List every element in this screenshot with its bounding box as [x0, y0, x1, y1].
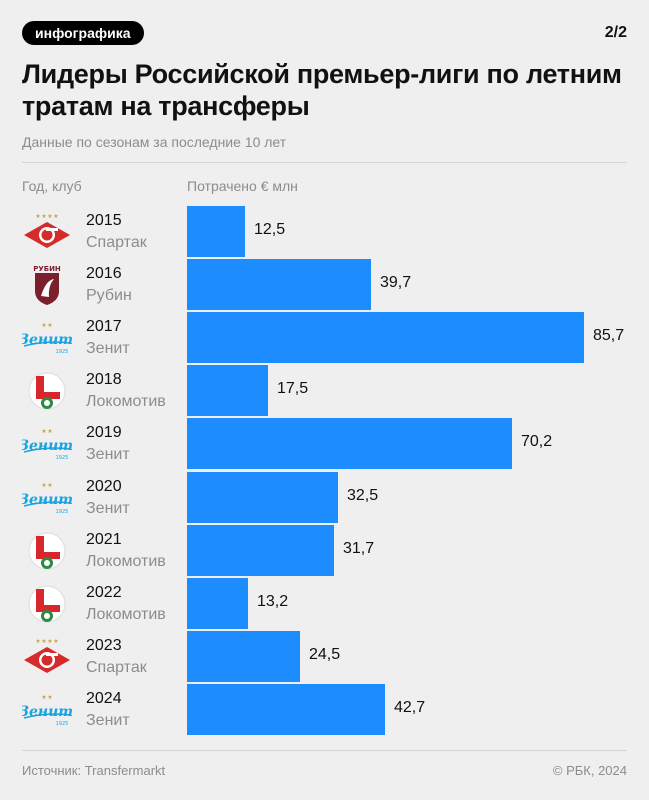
category-club-label: Локомотив — [86, 393, 166, 411]
svg-text:★: ★ — [41, 428, 46, 435]
chart-row: 2018 Локомотив 17,5 — [0, 364, 649, 417]
chart-row: 2021 Локомотив 31,7 — [0, 524, 649, 577]
bar-value-label: 42,7 — [394, 698, 426, 716]
spending-bar — [187, 630, 300, 682]
category-club-label: Спартак — [86, 234, 147, 251]
spending-bar — [187, 418, 512, 470]
category-club-label: Спартак — [86, 658, 147, 676]
category-year-label: 2017 — [86, 318, 122, 336]
svg-text:★: ★ — [47, 428, 52, 435]
lokomotiv-logo — [22, 583, 72, 625]
source-note: Источник: Transfermarkt — [22, 763, 166, 778]
category-year-label: 2020 — [86, 477, 122, 495]
bar-value-label: 13,2 — [257, 592, 289, 610]
category-year-label: 2015 — [86, 212, 122, 229]
spending-bar — [187, 312, 584, 364]
spending-bar — [187, 365, 268, 417]
svg-text:★: ★ — [41, 213, 46, 220]
svg-text:★: ★ — [41, 322, 46, 329]
spartak-logo: ★ ★ ★ ★ — [22, 211, 72, 253]
zenit-logo: ★ ★ Зенит 1925 — [22, 477, 72, 519]
svg-text:РУБИН: РУБИН — [33, 265, 61, 273]
zenit-logo: ★ ★ Зенит 1925 — [22, 317, 72, 359]
category-club-label: Локомотив — [86, 552, 166, 570]
svg-text:Зенит: Зенит — [22, 704, 72, 720]
chart-subtitle: Данные по сезонам за последние 10 лет — [22, 134, 287, 150]
svg-text:1925: 1925 — [56, 455, 69, 461]
svg-text:1925: 1925 — [56, 721, 69, 727]
category-year-label: 2016 — [86, 265, 122, 283]
category-club-label: Рубин — [86, 287, 132, 305]
svg-text:★: ★ — [47, 638, 52, 645]
svg-text:★: ★ — [47, 694, 52, 701]
category-club-label: Зенит — [86, 711, 130, 729]
svg-text:★: ★ — [47, 213, 52, 220]
chart-row: 2022 Локомотив 13,2 — [0, 577, 649, 630]
lokomotiv-logo — [22, 530, 72, 572]
svg-text:★: ★ — [41, 694, 46, 701]
spending-bar — [187, 259, 371, 311]
rubin-logo: РУБИН — [22, 264, 72, 306]
svg-text:★: ★ — [47, 482, 52, 489]
svg-text:★: ★ — [35, 213, 40, 220]
svg-text:★: ★ — [41, 482, 46, 489]
chart-title: Лидеры Российской премьер-лиги по летним… — [22, 59, 622, 121]
bottom-divider — [22, 750, 627, 751]
page-indicator: 2/2 — [604, 24, 627, 41]
spartak-logo: ★ ★ ★ ★ — [22, 636, 72, 678]
svg-text:★: ★ — [53, 638, 58, 645]
spending-bar — [187, 683, 385, 735]
chart-row: ★ ★ ★ ★ 2015 Спартак 12,5 — [0, 205, 649, 258]
chart-row: ★ ★ Зенит 1925 2019 Зенит 70,2 — [0, 417, 649, 470]
bar-value-label: 24,5 — [309, 645, 341, 663]
bar-value-label: 31,7 — [343, 539, 375, 557]
bar-value-label: 32,5 — [347, 486, 379, 504]
svg-text:1925: 1925 — [56, 349, 69, 355]
category-year-label: 2018 — [86, 371, 122, 389]
spending-bar — [187, 524, 334, 576]
chart-row: ★ ★ Зенит 1925 2017 Зенит 85,7 — [0, 311, 649, 364]
bar-value-label: 17,5 — [277, 380, 309, 398]
spending-bar — [187, 577, 248, 629]
category-year-label: 2024 — [86, 689, 122, 707]
bar-value-label: 70,2 — [521, 433, 553, 451]
category-club-label: Зенит — [86, 340, 130, 358]
chart-row: РУБИН 2016 Рубин 39,7 — [0, 258, 649, 311]
svg-text:★: ★ — [35, 638, 40, 645]
svg-text:Зенит: Зенит — [22, 332, 72, 348]
category-year-label: 2023 — [86, 636, 122, 654]
svg-text:★: ★ — [53, 213, 58, 220]
column-header-spent: Потрачено € млн — [187, 178, 298, 194]
svg-text:Зенит: Зенит — [22, 492, 72, 508]
category-year-label: 2019 — [86, 424, 122, 442]
spending-bar — [187, 471, 338, 523]
category-year-label: 2022 — [86, 583, 122, 601]
category-club-label: Зенит — [86, 446, 130, 464]
spending-bar — [187, 206, 245, 257]
category-year-label: 2021 — [86, 530, 122, 548]
svg-text:★: ★ — [47, 322, 52, 329]
category-club-label: Зенит — [86, 499, 130, 517]
category-club-label: Локомотив — [86, 605, 166, 623]
top-divider — [22, 162, 627, 163]
svg-text:★: ★ — [41, 638, 46, 645]
svg-text:1925: 1925 — [56, 509, 69, 515]
zenit-logo: ★ ★ Зенит 1925 — [22, 689, 72, 731]
chart-row: ★ ★ Зенит 1925 2020 Зенит 32,5 — [0, 471, 649, 524]
infographic-badge: инфографика — [22, 21, 144, 45]
svg-text:Зенит: Зенит — [22, 438, 72, 454]
zenit-logo: ★ ★ Зенит 1925 — [22, 423, 72, 465]
column-header-year-club: Год, клуб — [22, 178, 82, 194]
bar-value-label: 85,7 — [593, 327, 625, 345]
lokomotiv-logo — [22, 370, 72, 412]
bar-value-label: 39,7 — [380, 274, 412, 292]
chart-row: ★ ★ ★ ★ 2023 Спартак 24,5 — [0, 630, 649, 683]
chart-row: ★ ★ Зенит 1925 2024 Зенит 42,7 — [0, 683, 649, 736]
copyright-note: © РБК, 2024 — [552, 763, 627, 778]
bar-value-label: 12,5 — [254, 221, 286, 238]
